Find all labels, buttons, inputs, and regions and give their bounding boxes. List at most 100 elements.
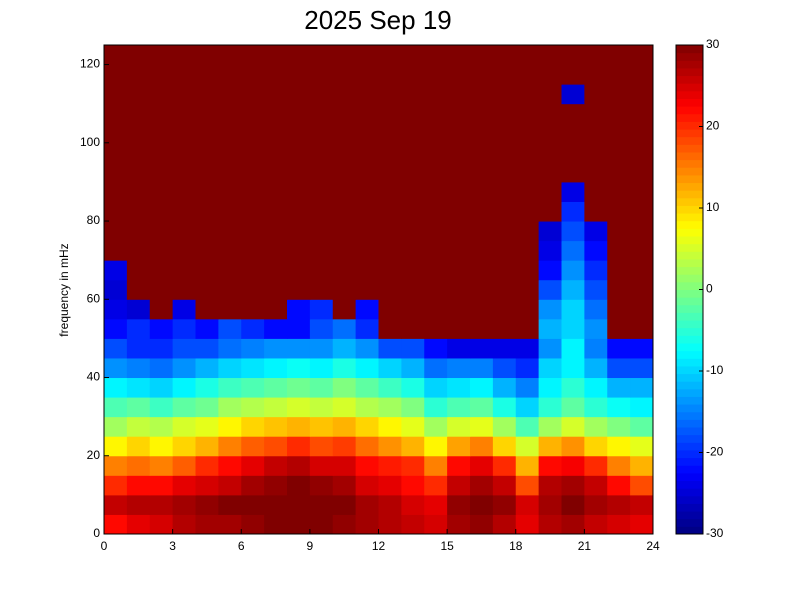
heatmap-cell (332, 494, 357, 515)
heatmap-cell (378, 514, 402, 535)
heatmap-cell (149, 84, 174, 105)
heatmap-cell (104, 221, 128, 242)
heatmap-cell (149, 299, 174, 320)
heatmap-cell (515, 377, 540, 398)
heatmap-cell (538, 64, 562, 85)
heatmap-cell (378, 299, 402, 320)
heatmap-cell (195, 64, 219, 85)
heatmap-cell (515, 103, 540, 124)
heatmap-cell (264, 45, 288, 66)
heatmap-cell (241, 377, 265, 398)
heatmap-cell (195, 416, 219, 437)
heatmap-cell (149, 123, 174, 144)
heatmap-cell (355, 455, 379, 476)
heatmap-cell (492, 475, 517, 496)
colorbar-segment (676, 427, 703, 436)
heatmap-cell (607, 142, 631, 163)
heatmap-cell (470, 142, 494, 163)
heatmap-cell (126, 377, 151, 398)
heatmap-cell (538, 397, 562, 418)
heatmap-cell (104, 142, 128, 163)
heatmap-cell (149, 260, 174, 281)
heatmap-cell (218, 260, 242, 281)
heatmap-cell (447, 455, 471, 476)
heatmap-cell (104, 64, 128, 85)
heatmap-cell (126, 475, 151, 496)
heatmap-cell (264, 64, 288, 85)
heatmap-cell (287, 201, 311, 222)
heatmap-cell (332, 240, 357, 261)
heatmap-cell (309, 416, 334, 437)
heatmap-cell (104, 260, 128, 281)
heatmap-cell (241, 299, 265, 320)
heatmap-cell (561, 416, 585, 437)
heatmap-cell (218, 436, 242, 457)
heatmap-cell (424, 416, 448, 437)
heatmap-cell (492, 45, 517, 66)
heatmap-cell (172, 397, 196, 418)
heatmap-cell (424, 475, 448, 496)
heatmap-cell (447, 162, 471, 183)
heatmap-cell (584, 455, 608, 476)
heatmap-cell (287, 416, 311, 437)
colorbar-tick-label: 10 (706, 200, 720, 214)
heatmap-cell (309, 103, 334, 124)
heatmap-cell (470, 123, 494, 144)
heatmap-cell (241, 64, 265, 85)
heatmap-cell (355, 397, 379, 418)
heatmap-cell (264, 201, 288, 222)
colorbar-segment (676, 274, 703, 283)
heatmap-cell (401, 221, 425, 242)
heatmap-cell (149, 201, 174, 222)
heatmap-cell (447, 142, 471, 163)
heatmap-cell (378, 357, 402, 379)
colorbar-segment (676, 488, 703, 497)
heatmap-cell (470, 64, 494, 85)
heatmap-cell (470, 260, 494, 281)
heatmap-cell (378, 162, 402, 183)
heatmap-cell (630, 162, 654, 183)
heatmap-cell (561, 181, 585, 202)
heatmap-cell (126, 397, 151, 418)
heatmap-cell (104, 162, 128, 183)
colorbar-segment (676, 121, 703, 130)
heatmap-cell (538, 123, 562, 144)
heatmap-cell (264, 436, 288, 457)
heatmap-cell (401, 123, 425, 144)
heatmap-cell (309, 338, 334, 359)
colorbar-segment (676, 411, 703, 420)
heatmap-cell (401, 475, 425, 496)
heatmap-cell (561, 221, 585, 242)
heatmap-cell (630, 260, 654, 281)
heatmap-cell (309, 514, 334, 535)
heatmap-cell (470, 201, 494, 222)
colorbar-segment (676, 236, 703, 245)
heatmap-cell (149, 455, 174, 476)
heatmap-cell (195, 240, 219, 261)
heatmap-cell (561, 338, 585, 359)
heatmap-cell (584, 318, 608, 339)
colorbar-segment (676, 167, 703, 176)
heatmap-cell (264, 162, 288, 183)
heatmap-cell (538, 299, 562, 320)
colorbar-tick-label: 20 (706, 119, 720, 133)
heatmap-cell (126, 494, 151, 515)
heatmap-cell (561, 123, 585, 144)
heatmap-cell (630, 240, 654, 261)
heatmap-cell (492, 103, 517, 124)
heatmap-cell (424, 338, 448, 359)
heatmap-cell (332, 338, 357, 359)
heatmap-cell (561, 240, 585, 261)
heatmap-cell (584, 181, 608, 202)
heatmap-cell (355, 181, 379, 202)
heatmap-cell (447, 240, 471, 261)
x-tick-label: 9 (307, 539, 314, 553)
heatmap-cell (492, 318, 517, 339)
heatmap-cell (515, 475, 540, 496)
heatmap-cell (584, 436, 608, 457)
colorbar-segment (676, 442, 703, 451)
heatmap-cell (515, 162, 540, 183)
heatmap-cell (195, 279, 219, 300)
colorbar-tick-label: -10 (706, 363, 724, 377)
